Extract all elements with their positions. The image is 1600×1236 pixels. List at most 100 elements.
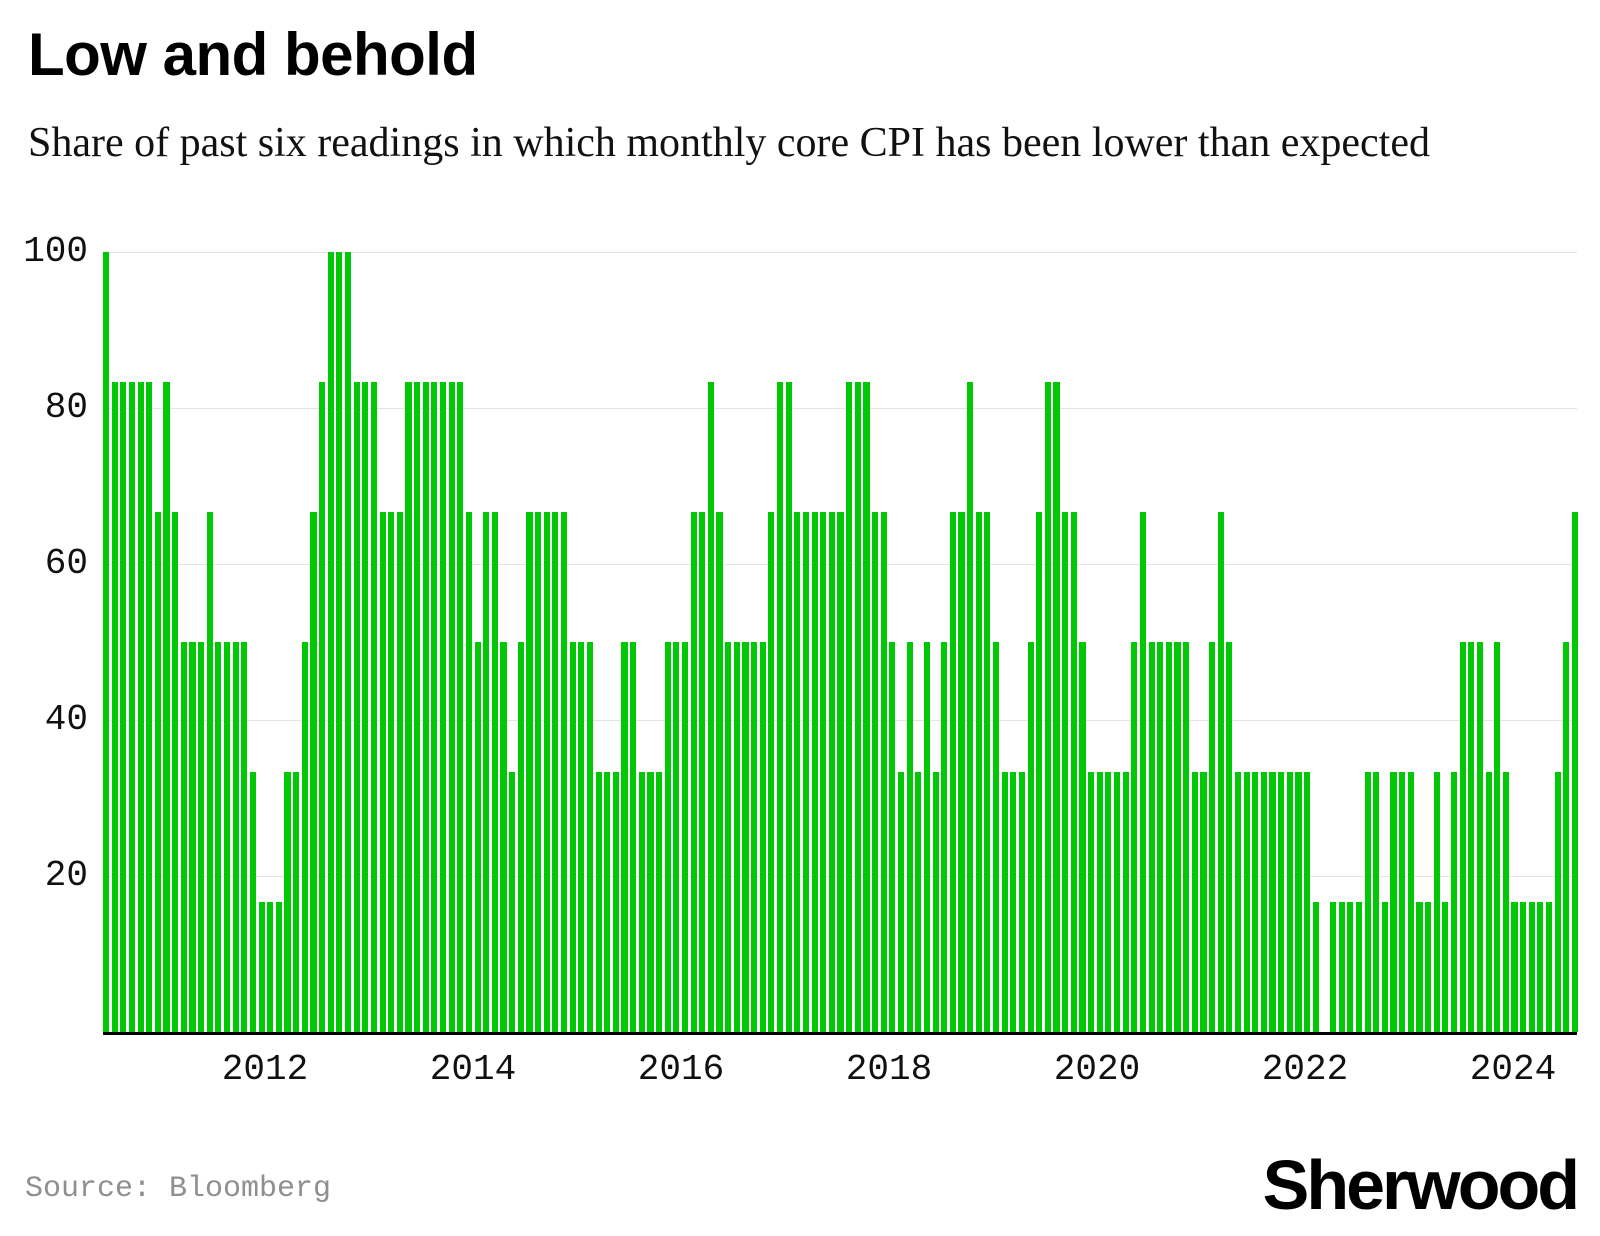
x-tick-label-2022: 2022	[1261, 1049, 1349, 1090]
bar	[491, 511, 498, 1032]
bar	[1053, 382, 1060, 1032]
bar	[232, 642, 239, 1032]
bar	[1122, 772, 1129, 1032]
plot-area	[103, 252, 1579, 1035]
bar	[457, 382, 464, 1032]
bar	[1355, 901, 1363, 1032]
bar	[621, 642, 628, 1032]
bar	[1425, 901, 1432, 1032]
bar	[414, 382, 421, 1032]
bar	[370, 382, 377, 1032]
gridline-100	[103, 252, 1577, 253]
bar	[967, 382, 974, 1032]
bar	[707, 382, 714, 1032]
bar	[223, 642, 231, 1032]
x-tick-label-2024: 2024	[1469, 1049, 1557, 1090]
bar	[802, 511, 810, 1032]
bar	[1191, 772, 1198, 1032]
bar	[344, 252, 352, 1032]
bar	[535, 511, 542, 1032]
bar	[1545, 901, 1553, 1032]
bar	[949, 511, 956, 1032]
bar	[1269, 772, 1276, 1032]
bar	[336, 252, 343, 1032]
bar	[448, 382, 455, 1032]
bar	[111, 382, 118, 1032]
bar	[733, 642, 740, 1032]
bar	[1485, 772, 1492, 1032]
bar	[120, 382, 127, 1032]
bar	[1010, 772, 1017, 1032]
bar	[656, 772, 663, 1032]
bar	[258, 901, 265, 1032]
bar	[1312, 901, 1319, 1032]
bar	[975, 511, 982, 1032]
bar	[1347, 901, 1354, 1032]
bar	[483, 511, 490, 1032]
bar	[1476, 642, 1483, 1032]
chart-subtitle: Share of past six readings in which mont…	[28, 120, 1430, 166]
bar	[1157, 642, 1164, 1032]
bar	[604, 772, 611, 1032]
y-tick-label-100: 100	[23, 231, 88, 272]
bar	[1278, 772, 1285, 1032]
y-tick-label-80: 80	[44, 387, 88, 428]
bar	[638, 772, 645, 1032]
bar	[578, 642, 585, 1032]
bar	[1399, 772, 1406, 1032]
bar	[1537, 901, 1544, 1032]
bar	[776, 382, 784, 1032]
bar	[1416, 901, 1423, 1032]
bar	[992, 642, 1000, 1032]
bar	[103, 252, 110, 1032]
bar	[1304, 772, 1311, 1032]
bar	[198, 642, 205, 1032]
x-tick-label-2012: 2012	[221, 1049, 309, 1090]
bar	[388, 511, 395, 1032]
bar	[163, 382, 170, 1032]
bar	[1131, 642, 1138, 1032]
bar	[820, 511, 827, 1032]
bar	[396, 511, 403, 1032]
bar	[1088, 772, 1095, 1032]
bar	[154, 511, 161, 1032]
x-tick-label-2020: 2020	[1053, 1049, 1141, 1090]
bar	[837, 511, 844, 1032]
bar	[1217, 511, 1224, 1032]
bar	[1243, 772, 1250, 1032]
bar-series	[103, 252, 1579, 1032]
bar	[422, 382, 429, 1032]
bar	[1139, 511, 1147, 1032]
bar	[1381, 901, 1388, 1032]
bar	[725, 642, 732, 1032]
bar	[681, 642, 689, 1032]
bar	[1407, 772, 1414, 1032]
bar	[1148, 642, 1155, 1032]
bar	[1200, 772, 1207, 1032]
bar	[180, 642, 187, 1032]
bar	[1450, 772, 1458, 1032]
bar	[1563, 642, 1570, 1032]
bar	[301, 642, 308, 1032]
bar	[699, 511, 706, 1032]
bar	[1018, 772, 1026, 1032]
bar	[249, 772, 257, 1032]
bar	[941, 642, 948, 1032]
x-tick-label-2014: 2014	[429, 1049, 517, 1090]
bar	[362, 382, 369, 1032]
bar	[897, 772, 905, 1032]
bar	[1252, 772, 1259, 1032]
bar	[1459, 642, 1466, 1032]
bar	[1044, 382, 1051, 1032]
bar	[1511, 901, 1518, 1032]
bar	[284, 772, 291, 1032]
bar	[846, 382, 853, 1032]
bar	[1442, 901, 1449, 1032]
bar	[431, 382, 438, 1032]
bar	[828, 511, 835, 1032]
bar	[1502, 772, 1509, 1032]
bar	[915, 772, 922, 1032]
bar	[128, 382, 136, 1032]
bar	[1070, 511, 1077, 1032]
x-tick-label-2018: 2018	[845, 1049, 933, 1090]
